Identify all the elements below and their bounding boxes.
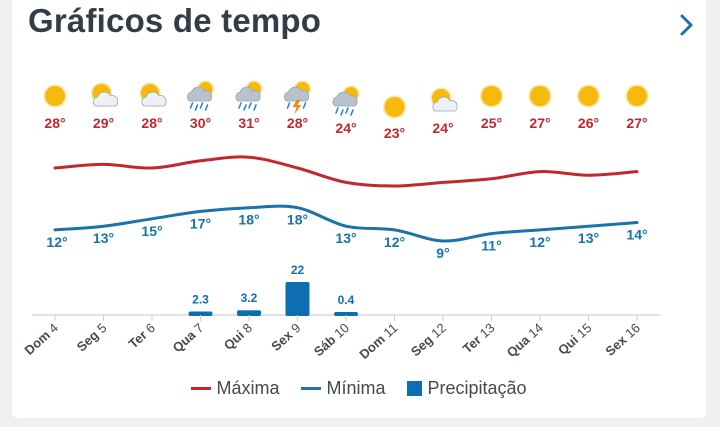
min-temp-label: 14° [626, 227, 647, 243]
precip-label: 2.3 [192, 293, 209, 307]
max-temp-label: 26° [578, 115, 599, 131]
max-temp-label: 31° [238, 115, 259, 131]
x-tick-label: Dom 4 [21, 320, 61, 358]
weather-chart: 28° 29° 28° 30° 31° 28° 24° 23° 24° 25° 27° 26° 27° 1… [21, 80, 660, 362]
max-temp-label: 29° [93, 115, 114, 131]
x-tick-label: Qua 7 [170, 320, 207, 355]
x-tick-label: Sáb 10 [311, 320, 352, 359]
chevron-right-icon[interactable] [672, 10, 702, 40]
precip-bar [285, 282, 310, 316]
max-temp-label: 23° [384, 125, 405, 141]
x-tick-label: Sex 9 [268, 320, 303, 354]
rain-icon [186, 80, 215, 111]
partly-cloudy-icon [430, 87, 458, 112]
sun-icon [576, 84, 601, 108]
max-temp-label: 27° [529, 115, 550, 131]
max-temp-label: 24° [432, 120, 453, 136]
legend-max-label: Máxima [216, 378, 280, 398]
weather-charts-card: Gráficos de tempo 28° 29° 28° 30° 31° 28° 24° 2… [12, 0, 706, 418]
max-temp-label: 25° [481, 115, 502, 131]
x-tick-label: Seg 5 [74, 320, 110, 354]
max-temp-line [53, 155, 639, 188]
legend-min-swatch [301, 387, 322, 390]
legend-precip-label: Precipitação [427, 378, 527, 398]
min-temp-label: 9° [436, 245, 449, 261]
min-temp-label: 12° [529, 234, 550, 250]
sun-icon [43, 84, 67, 108]
min-temp-label: 18° [287, 212, 308, 228]
legend-item-precip: Precipitação [407, 378, 527, 399]
legend-min-label: Mínima [326, 378, 386, 398]
min-temp-label: 18° [238, 212, 259, 228]
legend-item-min: Mínima [301, 378, 385, 399]
min-temp-label: 13° [335, 230, 356, 246]
legend-precip-swatch [407, 381, 423, 396]
x-tick-label: Qui 15 [555, 320, 595, 358]
max-temp-label: 24° [335, 120, 356, 136]
max-temp-label: 28° [141, 115, 162, 131]
legend-max-swatch [191, 387, 212, 390]
min-temp-line [53, 204, 639, 243]
x-tick-label: Ter 13 [460, 320, 498, 356]
chart-legend: Máxima Mínima Precipitação [12, 378, 706, 399]
precip-bar [334, 312, 358, 316]
sun-icon [479, 84, 504, 108]
min-temp-label: 17° [190, 215, 211, 231]
precip-label: 22 [291, 263, 305, 277]
x-tick-label: Qua 14 [504, 320, 546, 360]
precip-bar [188, 311, 213, 316]
min-temp-label: 11° [481, 238, 501, 254]
x-tick-label: Sex 16 [602, 320, 643, 359]
sun-icon [528, 84, 552, 108]
x-tick-label: Dom 11 [356, 320, 400, 362]
min-temp-label: 12° [46, 234, 67, 250]
legend-item-max: Máxima [191, 378, 279, 399]
max-temp-label: 27° [626, 115, 647, 131]
x-tick-label: Qui 8 [221, 320, 255, 353]
x-tick-label: Seg 12 [408, 320, 449, 359]
partly-cloudy-icon [139, 82, 167, 107]
thunderstorm-icon [283, 80, 312, 114]
precip-bar [237, 310, 261, 316]
min-temp-label: 12° [384, 234, 405, 250]
max-temp-label: 28° [287, 115, 308, 131]
sun-icon [625, 84, 649, 108]
max-temp-label: 30° [190, 115, 211, 131]
x-tick-label: Ter 6 [126, 320, 158, 351]
min-temp-label: 13° [578, 230, 599, 246]
sun-icon [382, 95, 407, 119]
max-temp-label: 28° [44, 115, 65, 131]
min-temp-label: 15° [141, 223, 162, 239]
page-title: Gráficos de tempo [28, 2, 322, 39]
precip-label: 3.2 [241, 291, 258, 305]
rain-icon [332, 85, 360, 116]
partly-cloudy-icon [90, 82, 118, 107]
rain-icon [235, 80, 263, 111]
precip-label: 0.4 [338, 293, 355, 307]
min-temp-label: 13° [93, 230, 114, 246]
